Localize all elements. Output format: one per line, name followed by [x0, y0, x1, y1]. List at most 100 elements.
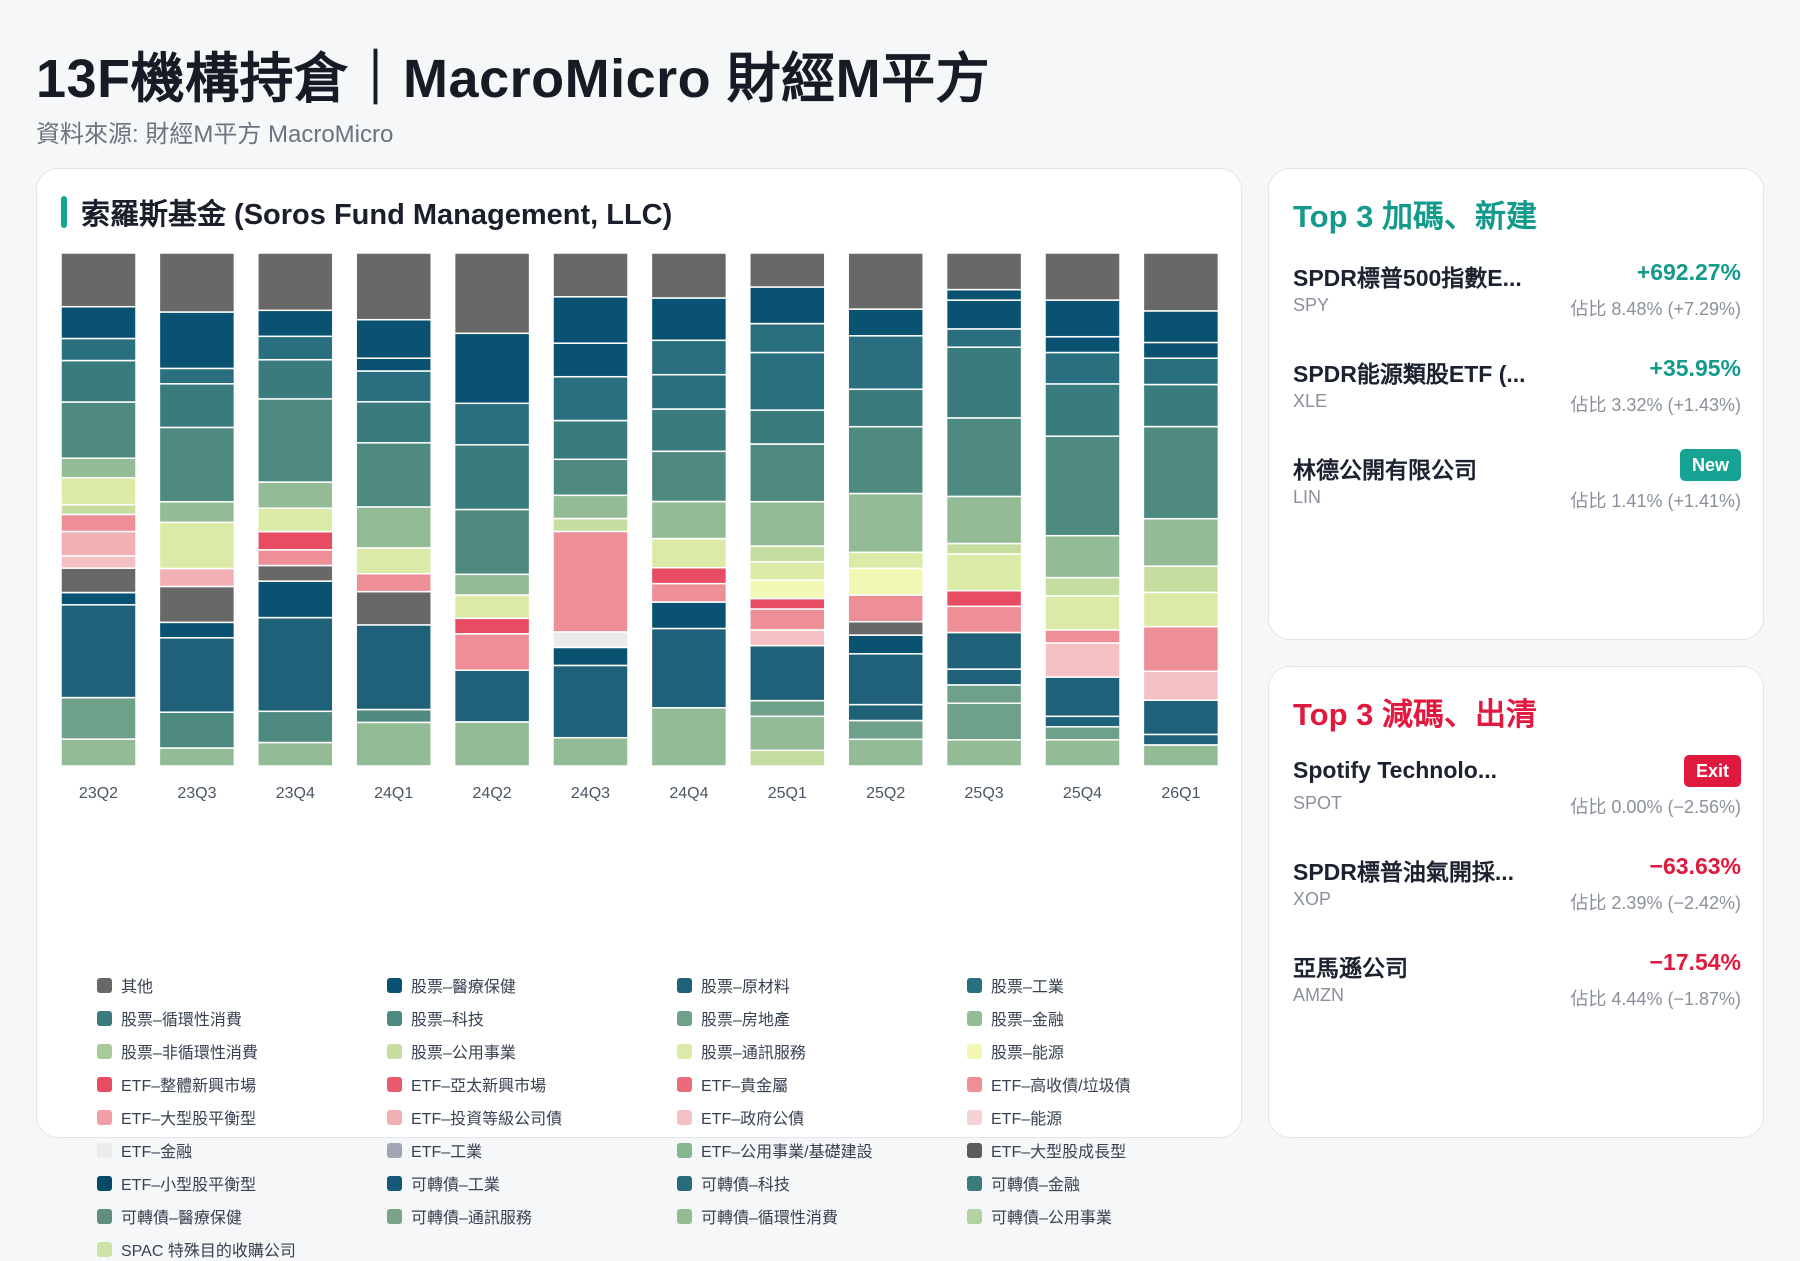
bar-segment[interactable]: 股票–金融 11% [847, 492, 924, 554]
bar-segment[interactable]: 股票–金融 4% [60, 457, 137, 479]
top-reduce-row-1[interactable]: Spotify Technolo... SPOT Exit 佔比 0.00% (… [1293, 755, 1741, 837]
legend-item[interactable]: ETF–小型股平衡型 [97, 1171, 256, 1195]
bar-segment[interactable]: 其他 2.5% [847, 620, 924, 636]
bar-segment[interactable]: 股票–原材料 16.5% [355, 624, 432, 711]
bar-segment[interactable]: 股票–金融 9% [1142, 517, 1220, 567]
bar-segment[interactable]: 股票–通訊服務 5% [355, 547, 432, 575]
bar-segment[interactable]: 股票–循環性消費 7.5% [257, 359, 334, 400]
bar-segment[interactable]: 股票–醫療保健 7% [749, 286, 826, 325]
bar-segment[interactable]: 股票–醫療保健 5% [650, 601, 728, 630]
bar-segment[interactable]: 其他 6.5% [749, 252, 826, 288]
bar-segment[interactable]: 股票–通訊服務 6.5% [1142, 591, 1220, 628]
bar-segment[interactable]: 股票–通訊服務 3.5% [749, 561, 826, 581]
bar-segment[interactable]: 股票–醫療保健 5% [847, 308, 924, 337]
legend-item[interactable]: 股票–工業 [967, 973, 1064, 997]
bar-column-24Q2[interactable]: 股票–金融 8.5%股票–原材料 10%ETF–高收債/垃圾債 7%ETF–整體… [453, 252, 531, 767]
legend-item[interactable]: ETF–大型股平衡型 [97, 1105, 256, 1129]
legend-item[interactable]: ETF–大型股成長型 [967, 1138, 1126, 1162]
bar-segment[interactable]: ETF–高收債/垃圾債 5% [847, 594, 924, 623]
bar-column-24Q4[interactable]: 股票–金融 11%股票–原材料 15%股票–醫療保健 5%ETF–高收債/垃圾債… [650, 252, 728, 767]
bar-segment[interactable]: ETF–高收債/垃圾債 4% [749, 608, 826, 631]
bar-segment[interactable]: 股票–金融 5% [945, 739, 1023, 767]
legend-item[interactable]: 可轉債–金融 [967, 1171, 1080, 1195]
bar-segment[interactable]: 股票–原材料 18% [257, 616, 334, 713]
bar-segment[interactable]: 股票–醫療保健 3% [1044, 336, 1121, 354]
legend-item[interactable]: ETF–能源 [967, 1105, 1062, 1129]
bar-segment[interactable]: ETF–投資等級公司債 5% [60, 530, 137, 557]
bar-segment[interactable]: 股票–科技 9.5% [650, 450, 728, 503]
legend-item[interactable]: SPAC 特殊目的收購公司 [97, 1237, 296, 1261]
bar-segment[interactable]: 其他 9% [1044, 252, 1121, 301]
bar-segment[interactable]: 股票–工業 6% [1044, 351, 1121, 385]
bar-segment[interactable]: 股票–通訊服務 3% [847, 551, 924, 570]
legend-item[interactable]: ETF–政府公債 [677, 1105, 804, 1129]
bar-segment[interactable]: 股票–房地產 3.5% [945, 684, 1023, 704]
bar-segment[interactable]: 股票–工業 5% [1142, 357, 1220, 386]
bar-segment[interactable]: 股票–金融 4.5% [552, 494, 629, 520]
bar-segment[interactable]: 股票–循環性消費 6.5% [749, 409, 826, 445]
bar-segment[interactable]: ETF–高收債/垃圾債 3% [257, 549, 334, 567]
bar-segment[interactable]: 股票–金融 5% [257, 481, 334, 509]
legend-item[interactable]: ETF–高收債/垃圾債 [967, 1072, 1131, 1096]
bar-segment[interactable]: 股票–工業 6.5% [650, 373, 728, 410]
bar-segment[interactable]: 股票–科技 6% [257, 710, 334, 744]
bar-segment[interactable]: ETF–高收債/垃圾債 8.5% [1142, 625, 1220, 673]
bar-segment[interactable]: 股票–房地產 8.5% [60, 696, 137, 740]
bar-segment[interactable]: 股票–通訊服務 5.5% [60, 476, 137, 506]
bar-segment[interactable]: 股票–公用事業 2% [60, 503, 137, 516]
bar-segment[interactable]: 股票–能源 5% [847, 567, 924, 596]
legend-item[interactable]: 可轉債–工業 [387, 1171, 500, 1195]
bar-column-25Q3[interactable]: 股票–金融 5%股票–房地產 7%股票–房地產 3.5%股票–原材料 3%股票–… [945, 252, 1023, 767]
bar-segment[interactable]: 股票–原材料 2% [1044, 715, 1121, 728]
legend-item[interactable]: ETF–貴金屬 [677, 1072, 788, 1096]
legend-item[interactable]: ETF–公用事業/基礎建設 [677, 1138, 873, 1162]
bar-segment[interactable]: 股票–金融 4% [1142, 744, 1220, 767]
bar-segment[interactable]: 股票–金融 8% [355, 506, 432, 549]
legend-item[interactable]: ETF–工業 [387, 1138, 482, 1162]
top-add-row-2[interactable]: SPDR能源類股ETF (... XLE +35.95% 佔比 3.32% (+… [1293, 355, 1741, 435]
legend-item[interactable]: ETF–金融 [97, 1138, 192, 1162]
top-add-row-1[interactable]: SPDR標普500指數E... SPY +692.27% 佔比 8.48% (+… [1293, 259, 1741, 339]
bar-segment[interactable]: 股票–原材料 19% [60, 604, 137, 699]
bar-segment[interactable]: 股票–原材料 15% [650, 627, 728, 709]
bar-segment[interactable]: 股票–原材料 3% [847, 703, 924, 722]
bar-segment[interactable]: 其他 10.5% [847, 252, 924, 310]
bar-segment[interactable]: 其他 11.5% [158, 252, 236, 313]
top-reduce-row-3[interactable]: 亞馬遜公司 AMZN −17.54% 佔比 4.44% (−1.87%) [1293, 949, 1741, 1029]
legend-item[interactable]: 股票–醫療保健 [387, 973, 516, 997]
bar-segment[interactable]: 股票–原材料 6.5% [1142, 699, 1220, 736]
bar-segment[interactable]: 股票–公用事業 3% [749, 545, 826, 563]
bar-segment[interactable]: 股票–醫療保健 7% [257, 580, 334, 619]
bar-segment[interactable]: 其他 11% [60, 252, 137, 308]
legend-item[interactable]: 股票–通訊服務 [677, 1039, 806, 1063]
bar-segment[interactable]: 股票–通訊服務 5.5% [650, 537, 728, 569]
bar-segment[interactable]: 股票–公用事業 3.5% [1044, 576, 1121, 597]
legend-item[interactable]: ETF–整體新興市場 [97, 1072, 256, 1096]
bar-segment[interactable]: 股票–科技 12.5% [847, 425, 924, 495]
bar-segment[interactable]: 股票–科技 19% [1044, 435, 1121, 537]
bar-segment[interactable]: ETF–高收債/垃圾債 19.5% [552, 530, 629, 633]
bar-segment[interactable]: 股票–醫療保健 2% [945, 288, 1023, 301]
bar-segment[interactable]: 股票–原材料 14% [552, 664, 629, 739]
bar-segment[interactable]: ETF–政府公債 2.5% [60, 555, 137, 569]
bar-segment[interactable]: 股票–科技 2.5% [355, 708, 432, 724]
bar-segment[interactable]: 股票–醫療保健 11% [158, 311, 236, 370]
bar-column-25Q1[interactable]: 股票–公用事業 3%股票–金融 6.5%股票–房地產 3%股票–原材料 10.5… [749, 252, 826, 767]
bar-segment[interactable]: 股票–原材料 3% [945, 668, 1023, 686]
bar-column-26Q1[interactable]: 股票–金融 4%股票–原材料 2%股票–原材料 6.5%ETF–政府公債 5.5… [1142, 252, 1220, 767]
bar-segment[interactable]: ETF–金融 3% [552, 631, 629, 649]
bar-segment[interactable]: 股票–原材料 14.5% [158, 637, 236, 713]
bar-column-23Q3[interactable]: 股票–金融 3.5%股票–科技 7%股票–原材料 14.5%股票–醫療保健 3%… [158, 252, 236, 767]
bar-segment[interactable]: 股票–房地產 3.5% [847, 719, 924, 741]
bar-segment[interactable]: ETF–整體新興市場 3.5% [257, 530, 334, 551]
bar-segment[interactable]: 股票–原材料 9.5% [847, 653, 924, 706]
legend-item[interactable]: ETF–投資等級公司債 [387, 1105, 562, 1129]
bar-segment[interactable]: 股票–科技 16% [257, 398, 334, 483]
bar-segment[interactable]: 股票–金融 4% [453, 573, 531, 596]
bar-column-25Q2[interactable]: 股票–金融 5%股票–房地產 3.5%股票–原材料 3%股票–原材料 9.5%股… [847, 252, 924, 767]
bar-segment[interactable]: 股票–金融 3.5% [158, 747, 236, 767]
bar-segment[interactable]: ETF–高收債/垃圾債 3.5% [650, 582, 728, 603]
bar-segment[interactable]: 股票–醫療保健 3% [1142, 341, 1220, 359]
bar-segment[interactable]: 股票–醫療保健 3.5% [847, 634, 924, 655]
bar-segment[interactable]: 股票–醫療保健 2.5% [355, 357, 432, 372]
